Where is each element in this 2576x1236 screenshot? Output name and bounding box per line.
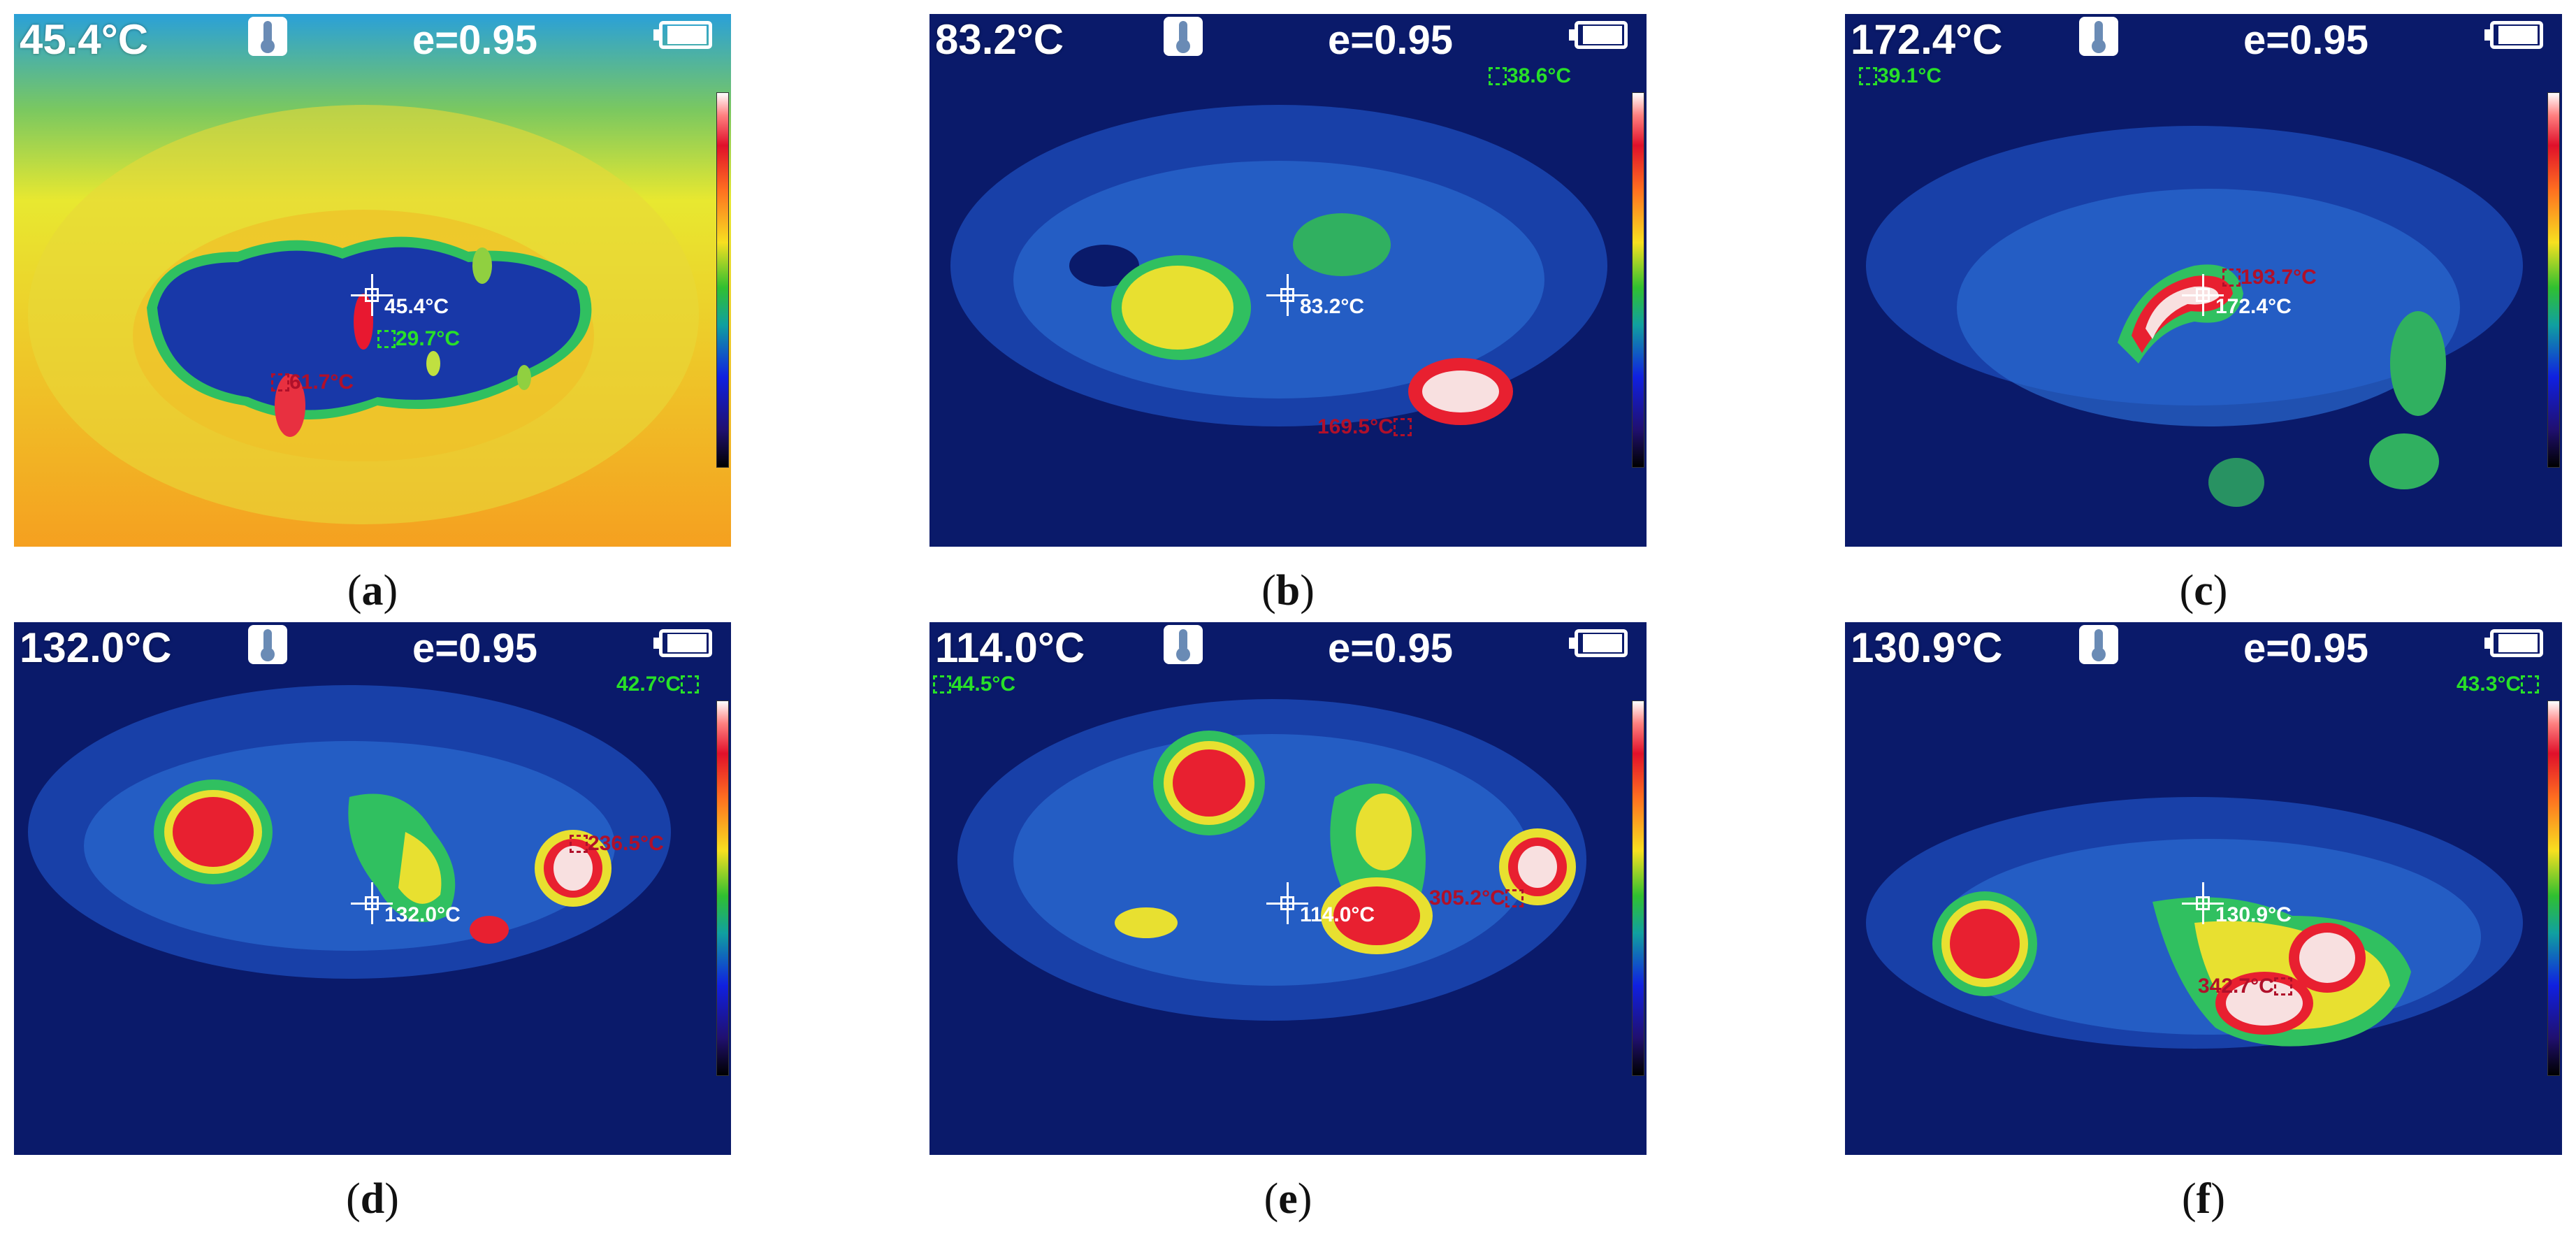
emissivity-readout: e=0.95 — [412, 626, 538, 671]
emissivity-readout: e=0.95 — [2243, 17, 2369, 63]
thermometer-icon — [248, 17, 287, 56]
min-temperature-label: 29.7°C — [396, 327, 461, 350]
crosshair-icon — [351, 274, 393, 316]
max-temperature-marker: 193.7°C — [2222, 266, 2317, 289]
color-scale-bar — [716, 92, 729, 468]
max-marker-icon — [1505, 889, 1524, 907]
min-temperature-label: 39.1°C — [1877, 64, 1942, 87]
max-temperature-marker: 342.7°C — [2198, 975, 2292, 998]
center-temperature: 83.2°C — [935, 16, 1064, 63]
thermal-image-e: 114.0°C e=0.95 114.0°C 44.5°C 305.2°C — [929, 622, 1647, 1155]
battery-icon — [1569, 629, 1632, 661]
caption-e: (e) — [1264, 1175, 1312, 1223]
min-marker-icon — [933, 675, 951, 694]
battery-icon — [653, 629, 716, 661]
max-temperature-label: 305.2°C — [1429, 886, 1505, 910]
caption-a: (a) — [347, 567, 398, 615]
min-temperature-label: 42.7°C — [616, 673, 681, 696]
crosshair-temperature: 172.4°C — [2215, 295, 2292, 318]
thermal-image-d: 132.0°C e=0.95 132.0°C 42.7°C 236.5°C — [14, 622, 731, 1155]
thermal-image-a: 45.4°C e=0.95 45.4°C 29.7°C 61.7°C — [14, 14, 731, 547]
center-temperature: 114.0°C — [935, 624, 1085, 671]
color-scale-bar — [1632, 92, 1644, 468]
center-temperature: 45.4°C — [20, 16, 149, 63]
thermal-scene-a — [14, 14, 731, 547]
min-temperature-label: 38.6°C — [1507, 64, 1572, 87]
max-temperature-label: 342.7°C — [2198, 975, 2274, 998]
battery-icon — [653, 21, 716, 53]
min-marker-icon — [2521, 675, 2540, 694]
min-temperature-marker: 29.7°C — [377, 327, 460, 351]
max-marker-icon — [2273, 977, 2292, 996]
color-scale-bar — [1632, 700, 1644, 1076]
min-temperature-marker: 43.3°C — [2456, 673, 2540, 696]
battery-icon — [2484, 21, 2547, 53]
min-marker-icon — [681, 675, 700, 694]
caption-c: (c) — [2179, 567, 2228, 615]
thermometer-icon — [1164, 17, 1203, 56]
crosshair-temperature: 114.0°C — [1300, 903, 1375, 926]
emissivity-readout: e=0.95 — [1328, 626, 1454, 671]
thermal-image-f: 130.9°C e=0.95 130.9°C 43.3°C 342.7°C — [1845, 622, 2562, 1155]
thermal-image-c: 172.4°C e=0.95 172.4°C 39.1°C 193.7°C — [1845, 14, 2562, 547]
crosshair-icon — [1266, 882, 1308, 924]
max-temperature-label: 169.5°C — [1317, 415, 1394, 438]
max-marker-icon — [570, 835, 588, 853]
thermal-scene-e — [929, 622, 1647, 1155]
caption-d: (d) — [346, 1175, 399, 1223]
thermometer-icon — [1164, 625, 1203, 664]
min-temperature-label: 43.3°C — [2456, 673, 2521, 696]
min-temperature-marker: 42.7°C — [616, 673, 700, 696]
max-temperature-marker: 169.5°C — [1317, 415, 1412, 439]
crosshair-icon — [1266, 274, 1308, 316]
min-marker-icon — [1859, 67, 1877, 85]
crosshair-icon — [2182, 882, 2224, 924]
crosshair-temperature: 132.0°C — [384, 903, 461, 926]
thermometer-icon — [2079, 625, 2118, 664]
max-temperature-marker: 61.7°C — [271, 371, 354, 394]
emissivity-readout: e=0.95 — [2243, 626, 2369, 671]
crosshair-temperature: 130.9°C — [2215, 903, 2292, 926]
min-marker-icon — [1489, 67, 1507, 85]
max-temperature-marker: 236.5°C — [570, 832, 664, 856]
thermometer-icon — [2079, 17, 2118, 56]
min-marker-icon — [377, 330, 396, 348]
emissivity-readout: e=0.95 — [412, 17, 538, 63]
crosshair-icon — [351, 882, 393, 924]
thermal-scene-d — [14, 622, 731, 1155]
min-temperature-marker: 39.1°C — [1859, 64, 1941, 88]
max-marker-icon — [271, 373, 289, 391]
battery-icon — [2484, 629, 2547, 661]
center-temperature: 132.0°C — [20, 624, 172, 671]
max-temperature-label: 61.7°C — [289, 371, 354, 394]
max-temperature-label: 236.5°C — [588, 832, 664, 855]
battery-icon — [1569, 21, 1632, 53]
crosshair-icon — [2182, 274, 2224, 316]
center-temperature: 172.4°C — [1851, 16, 2003, 63]
max-marker-icon — [2222, 268, 2241, 287]
thermometer-icon — [248, 625, 287, 664]
color-scale-bar — [716, 700, 729, 1076]
max-temperature-marker: 305.2°C — [1429, 886, 1524, 910]
min-temperature-marker: 38.6°C — [1489, 64, 1571, 88]
crosshair-temperature: 83.2°C — [1300, 295, 1365, 318]
min-temperature-label: 44.5°C — [951, 673, 1016, 696]
max-temperature-label: 193.7°C — [2241, 266, 2317, 289]
color-scale-bar — [2547, 92, 2560, 468]
center-temperature: 130.9°C — [1851, 624, 2003, 671]
crosshair-temperature: 45.4°C — [384, 295, 449, 318]
thermal-image-b: 83.2°C e=0.95 83.2°C 38.6°C 169.5°C — [929, 14, 1647, 547]
caption-b: (b) — [1261, 567, 1315, 615]
emissivity-readout: e=0.95 — [1328, 17, 1454, 63]
color-scale-bar — [2547, 700, 2560, 1076]
min-temperature-marker: 44.5°C — [933, 673, 1015, 696]
max-marker-icon — [1393, 418, 1412, 436]
caption-f: (f) — [2182, 1175, 2225, 1223]
